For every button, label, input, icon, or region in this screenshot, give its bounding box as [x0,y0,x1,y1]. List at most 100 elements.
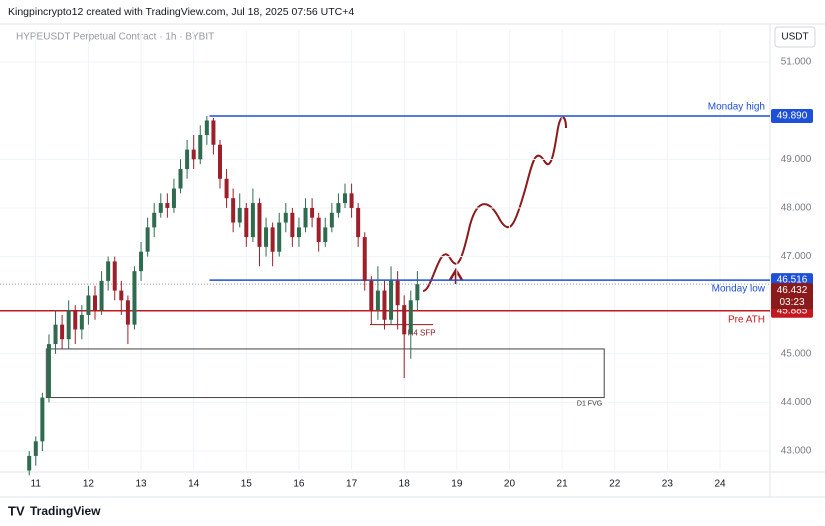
fvg-label: D1 FVG [577,400,602,407]
candle-body [382,290,387,320]
candle-body [290,212,295,238]
candle-body [323,227,328,242]
price-badge-label: 46.516 [777,275,808,286]
candle-body [191,149,196,160]
candle-body [145,227,150,252]
candle-body [112,261,117,291]
candle-body [152,212,157,228]
candle-body [204,120,209,136]
candle-body [316,217,321,242]
candle-body [224,178,229,199]
price-badge-label: 45.885 [777,305,808,316]
candle-body [73,310,78,330]
candle-body [218,144,222,179]
x-tick-label: 20 [504,479,516,490]
candle-body [33,441,38,456]
x-tick-label: 24 [714,479,726,490]
candle-body [93,295,97,311]
candle-body [158,203,163,213]
x-tick-label: 22 [609,479,621,490]
candle-body [106,261,111,281]
candle-body [336,203,341,213]
candle-body [362,237,367,281]
projection-path [422,116,567,292]
candle-body [296,227,301,238]
x-tick-label: 14 [188,479,200,490]
candle-body [264,227,269,247]
candle-body [349,193,354,208]
x-tick-label: 16 [293,479,305,490]
candle-body [250,203,255,238]
candle-body [40,397,45,442]
candle-body [132,271,137,325]
candle-body [389,280,394,320]
candle-body [27,455,32,471]
last-price-label: 46.432 [777,285,808,296]
x-tick-label: 18 [399,479,411,490]
x-tick-label: 12 [83,479,95,490]
candle-body [79,314,84,330]
x-tick-label: 17 [346,479,358,490]
candle-body [329,212,334,228]
brand: TradingView [30,504,101,518]
projection-arrow [448,267,464,284]
x-tick-label: 15 [241,479,253,490]
candle-body [277,222,282,252]
candle-body [343,193,347,204]
candle-body [244,207,249,238]
symbol-line: HYPEUSDT Perpetual Contract · 1h · BYBIT [16,32,214,43]
candle-body [185,149,190,170]
sfp-label: H4 SFP [408,329,436,338]
candle-body [270,227,275,252]
countdown: 03:23 [779,297,804,308]
candle-body [60,324,65,340]
candle-body [165,203,170,208]
currency[interactable]: USDT [781,32,808,43]
candle-body [171,188,176,208]
candle-body [395,280,400,306]
candle-body [415,284,420,301]
candle-body [237,207,242,223]
price-badge [771,109,813,124]
y-tick-label: 47.000 [781,251,812,262]
candle-body [178,169,183,189]
candle-body [86,295,91,315]
y-tick-label: 49.000 [781,154,812,165]
candle-body [402,305,407,335]
candle-body [198,135,203,160]
y-tick-label: 51.000 [781,57,812,68]
y-tick-label: 44.000 [781,397,812,408]
candle-body [125,300,130,325]
candle-body [356,207,361,238]
candle-body [231,198,236,223]
x-tick-label: 19 [451,479,463,490]
candle-body [408,300,413,335]
x-tick-label: 13 [135,479,147,490]
x-tick-label: 11 [31,479,42,490]
candle-body [375,290,380,311]
candle-body [303,207,308,228]
currency-box[interactable] [774,26,816,48]
last-price-badge [771,283,813,310]
brand-logo: TV [8,503,25,518]
x-tick-label: 21 [557,479,569,490]
candle-body [369,280,374,311]
price-badge-label: 49.890 [777,111,808,122]
fvg-box [45,348,605,399]
y-tick-label: 43.000 [781,446,812,457]
y-tick-label: 48.000 [781,203,812,214]
y-tick-label: 45.000 [781,348,812,359]
candle-body [211,120,216,145]
candle-body [46,344,51,398]
candle-body [53,324,58,345]
candle-body [119,290,124,301]
author-line: Kingpincrypto12 created with TradingView… [8,6,354,18]
candle-body [257,203,262,247]
level-label: Monday low [712,284,766,295]
x-tick-label: 23 [662,479,674,490]
candle-body [99,280,104,311]
level-label: Monday high [708,102,765,113]
candle-body [310,207,315,218]
